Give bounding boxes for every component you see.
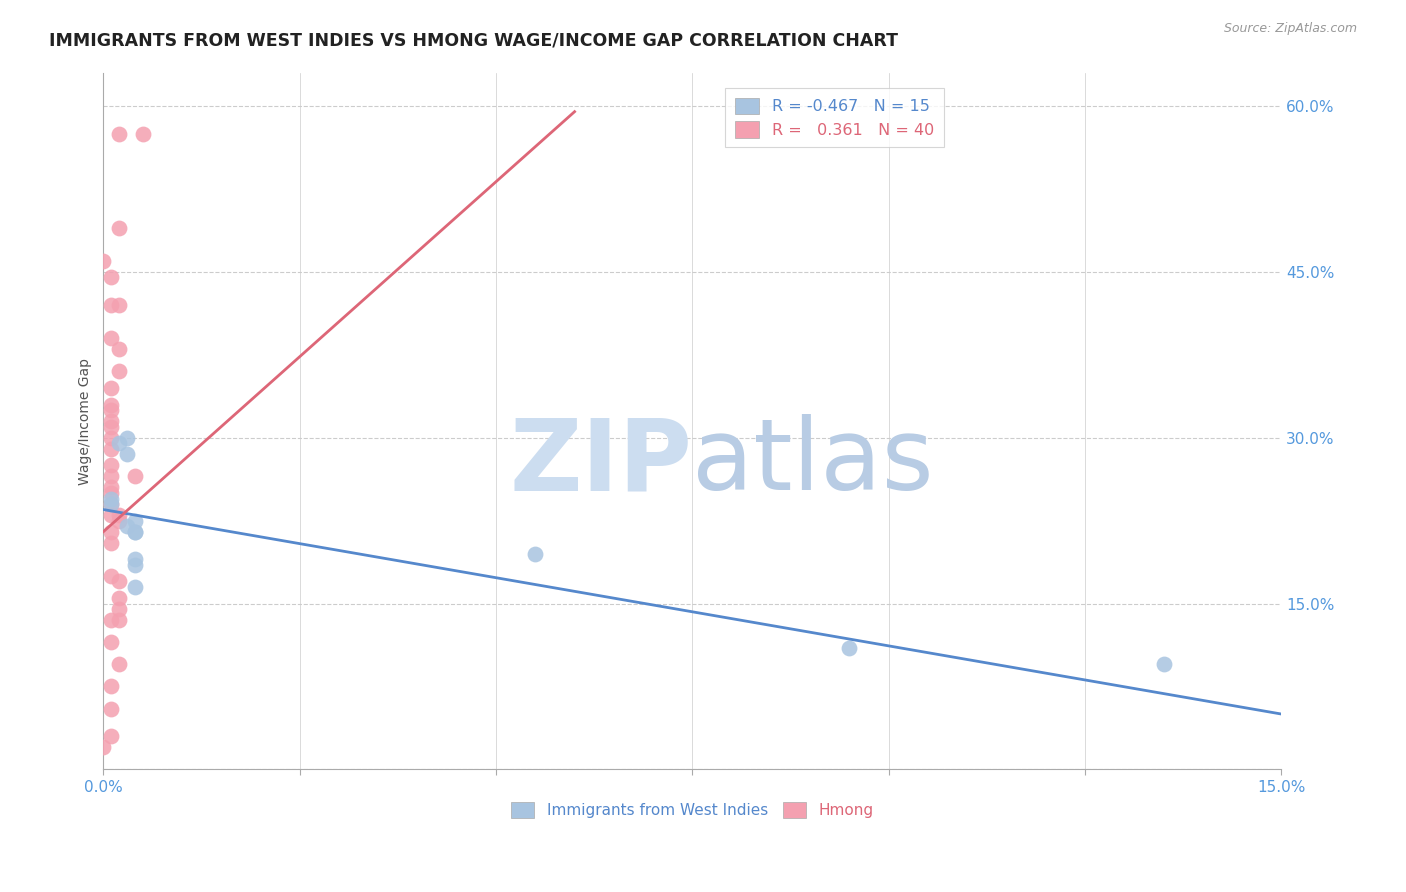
- Point: [524, 547, 547, 561]
- Point: [108, 591, 131, 605]
- Point: [124, 558, 146, 572]
- Text: IMMIGRANTS FROM WEST INDIES VS HMONG WAGE/INCOME GAP CORRELATION CHART: IMMIGRANTS FROM WEST INDIES VS HMONG WAG…: [49, 31, 898, 49]
- Point: [124, 552, 146, 566]
- Point: [100, 480, 122, 494]
- Point: [124, 524, 146, 539]
- Point: [108, 436, 131, 450]
- Point: [838, 640, 860, 655]
- Point: [100, 331, 122, 345]
- Point: [124, 514, 146, 528]
- Point: [108, 508, 131, 522]
- Point: [100, 403, 122, 417]
- Point: [100, 486, 122, 500]
- Point: [100, 569, 122, 583]
- Point: [100, 491, 122, 506]
- Point: [108, 602, 131, 616]
- Point: [115, 519, 138, 533]
- Point: [108, 657, 131, 672]
- Point: [100, 497, 122, 511]
- Point: [100, 613, 122, 627]
- Text: atlas: atlas: [692, 415, 934, 511]
- Point: [108, 514, 131, 528]
- Point: [100, 270, 122, 285]
- Y-axis label: Wage/Income Gap: Wage/Income Gap: [79, 358, 93, 484]
- Point: [100, 414, 122, 428]
- Point: [100, 458, 122, 473]
- Point: [100, 431, 122, 445]
- Point: [100, 535, 122, 549]
- Point: [100, 381, 122, 395]
- Point: [124, 469, 146, 483]
- Point: [108, 220, 131, 235]
- Point: [93, 253, 115, 268]
- Point: [100, 398, 122, 412]
- Point: [100, 729, 122, 743]
- Point: [1153, 657, 1175, 672]
- Point: [100, 680, 122, 694]
- Point: [108, 613, 131, 627]
- Point: [100, 469, 122, 483]
- Point: [100, 635, 122, 649]
- Point: [108, 574, 131, 589]
- Point: [100, 497, 122, 511]
- Point: [100, 442, 122, 456]
- Point: [115, 431, 138, 445]
- Point: [124, 524, 146, 539]
- Text: ZIP: ZIP: [509, 415, 692, 511]
- Point: [108, 298, 131, 312]
- Point: [108, 127, 131, 141]
- Point: [124, 580, 146, 594]
- Point: [108, 343, 131, 357]
- Point: [93, 740, 115, 755]
- Point: [100, 701, 122, 715]
- Point: [100, 298, 122, 312]
- Point: [100, 508, 122, 522]
- Point: [131, 127, 153, 141]
- Point: [100, 524, 122, 539]
- Text: Source: ZipAtlas.com: Source: ZipAtlas.com: [1223, 22, 1357, 36]
- Point: [108, 364, 131, 378]
- Legend: Immigrants from West Indies, Hmong: Immigrants from West Indies, Hmong: [505, 797, 880, 824]
- Point: [115, 447, 138, 461]
- Point: [100, 419, 122, 434]
